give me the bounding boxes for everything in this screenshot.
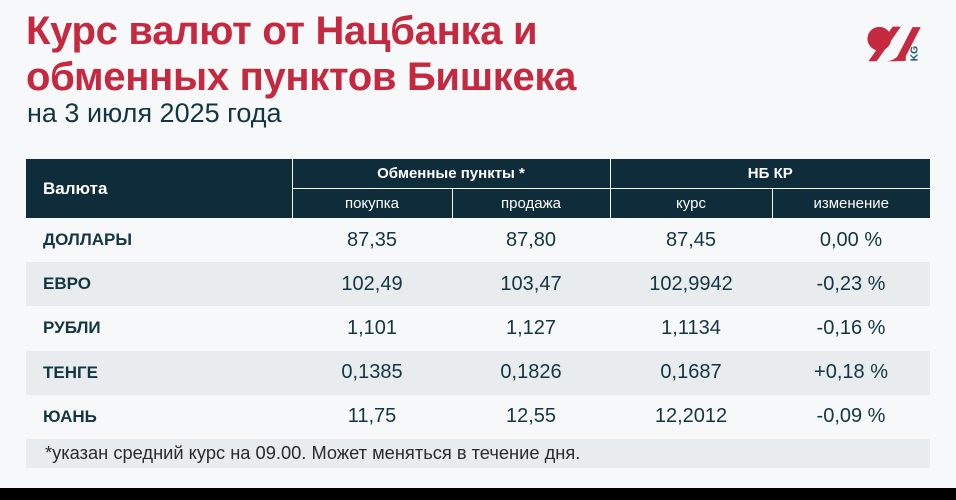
- svg-text:KG: KG: [910, 46, 921, 61]
